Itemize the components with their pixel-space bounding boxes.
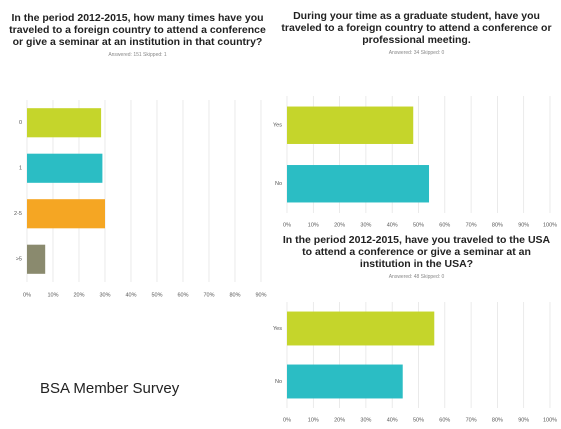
y-tick-label: 2-5 xyxy=(14,211,22,217)
chart-subtitle: Answered: 151 Skipped: 1 xyxy=(108,52,167,58)
x-tick-label: 20% xyxy=(334,222,345,228)
chart: 0% 10% 20% 30% 40% 50% 60% 70% 80% 90% 100% Yes No xyxy=(273,302,557,423)
chart-title: During your time as a graduate student, … xyxy=(281,10,552,46)
x-tick-label: 70% xyxy=(466,417,477,423)
x-tick-label: 100% xyxy=(543,222,557,228)
x-tick-label: 100% xyxy=(543,417,557,423)
x-tick-label: 10% xyxy=(308,222,319,228)
x-tick-label: 30% xyxy=(360,417,371,423)
bar xyxy=(287,165,430,203)
x-tick-label: 0% xyxy=(283,222,291,228)
chart: 0% 10% 20% 30% 40% 50% 60% 70% 80% 90% 0 1 2-5 >5 xyxy=(14,100,267,298)
chart-subtitle: Answered: 48 Skipped: 0 xyxy=(388,274,445,280)
x-tick-label: 40% xyxy=(387,222,398,228)
x-tick-label: 40% xyxy=(387,417,398,423)
y-tick-label: 0 xyxy=(19,120,22,126)
x-tick-label: 10% xyxy=(308,417,319,423)
bar xyxy=(27,108,102,138)
x-tick-label: 0% xyxy=(283,417,291,423)
x-tick-label: 40% xyxy=(125,292,136,298)
y-tick-label: Yes xyxy=(273,326,282,332)
x-tick-label: 80% xyxy=(492,222,503,228)
y-tick-label: 1 xyxy=(19,166,22,172)
x-tick-label: 60% xyxy=(439,222,450,228)
y-tick-label: >5 xyxy=(16,257,22,263)
bar xyxy=(287,311,435,346)
y-tick-label: No xyxy=(275,379,282,385)
x-tick-label: 30% xyxy=(360,222,371,228)
x-tick-label: 50% xyxy=(151,292,162,298)
x-tick-label: 10% xyxy=(47,292,58,298)
bar xyxy=(287,106,414,144)
x-tick-label: 60% xyxy=(177,292,188,298)
chart-panel: In the period 2012-2015, have you travel… xyxy=(272,234,561,429)
x-tick-label: 70% xyxy=(203,292,214,298)
chart-title: In the period 2012-2015, have you travel… xyxy=(282,234,551,270)
y-tick-label: Yes xyxy=(273,123,282,129)
bar xyxy=(27,199,105,229)
x-tick-label: 90% xyxy=(518,417,529,423)
x-tick-label: 60% xyxy=(439,417,450,423)
x-tick-label: 90% xyxy=(518,222,529,228)
x-tick-label: 80% xyxy=(229,292,240,298)
chart-title: In the period 2012-2015, how many times … xyxy=(9,12,266,48)
x-tick-label: 90% xyxy=(255,292,266,298)
x-tick-label: 50% xyxy=(413,417,424,423)
bar xyxy=(27,153,103,183)
x-tick-label: 20% xyxy=(73,292,84,298)
x-tick-label: 20% xyxy=(334,417,345,423)
x-tick-label: 80% xyxy=(492,417,503,423)
y-tick-label: No xyxy=(275,181,282,187)
x-tick-label: 0% xyxy=(23,292,31,298)
x-tick-label: 70% xyxy=(466,222,477,228)
chart-panel: In the period 2012-2015, how many times … xyxy=(0,12,275,307)
chart-panel: During your time as a graduate student, … xyxy=(272,10,561,238)
chart: 0% 10% 20% 30% 40% 50% 60% 70% 80% 90% 100% Yes No xyxy=(273,96,557,228)
footer-text: BSA Member Survey xyxy=(40,380,180,397)
bar xyxy=(27,244,46,274)
x-tick-label: 50% xyxy=(413,222,424,228)
x-tick-label: 30% xyxy=(99,292,110,298)
chart-subtitle: Answered: 34 Skipped: 0 xyxy=(388,50,445,56)
bar xyxy=(287,364,403,399)
